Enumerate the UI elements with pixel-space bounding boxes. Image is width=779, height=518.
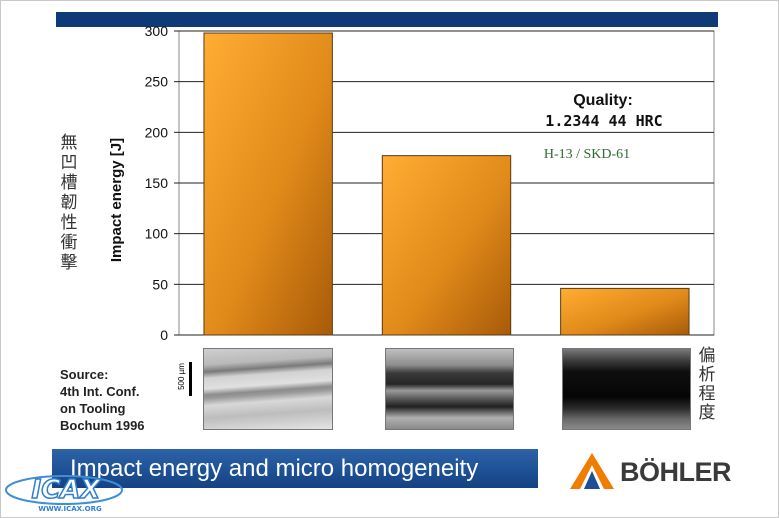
micrograph-3 (562, 348, 691, 430)
source-note: Source: 4th Int. Conf. on Tooling Bochum… (60, 366, 145, 434)
y-tick-label: 0 (160, 327, 168, 343)
scale-bar: 500 µm (176, 362, 192, 398)
micrograph-2 (385, 348, 514, 430)
left-vertical-label: 無凹槽韌性衝擊 (60, 133, 78, 273)
source-line: 4th Int. Conf. (60, 384, 140, 399)
y-tick-label: 150 (145, 175, 169, 191)
y-tick-label: 100 (145, 226, 169, 242)
boehler-triangle-icon (570, 453, 614, 489)
icax-logo-text: ICAX (32, 475, 103, 505)
scale-line (189, 362, 192, 396)
icax-url: WWW.ICAX.ORG (38, 505, 102, 513)
source-line: Bochum 1996 (60, 418, 145, 433)
bar (203, 32, 333, 336)
y-axis-label: Impact energy [J] (108, 138, 125, 262)
y-tick-label: 50 (152, 276, 168, 292)
micrograph-1 (203, 348, 333, 430)
steel-grade: H-13 / SKD-61 (544, 147, 630, 162)
quality-title: Quality: (573, 92, 633, 109)
y-tick-label: 300 (145, 23, 169, 39)
title-banner: Impact energy and micro homogeneity (52, 449, 538, 488)
bar (560, 287, 690, 336)
y-tick-label: 200 (145, 124, 169, 140)
icax-logo: ICAX WWW.ICAX.ORG (5, 474, 123, 513)
banner-title: Impact energy and micro homogeneity (70, 455, 479, 482)
bar (381, 155, 512, 336)
y-tick-label: 250 (145, 74, 169, 90)
source-line: on Tooling (60, 401, 126, 416)
header-bar (56, 12, 718, 27)
quality-value: 1.2344 44 HRC (545, 112, 662, 130)
scale-label: 500 µm (176, 363, 186, 390)
brand-name: BÖHLER (620, 457, 732, 487)
boehler-logo: BÖHLER (570, 451, 732, 491)
right-vertical-label: 偏析程度 (698, 346, 716, 423)
source-line: Source: (60, 367, 109, 382)
